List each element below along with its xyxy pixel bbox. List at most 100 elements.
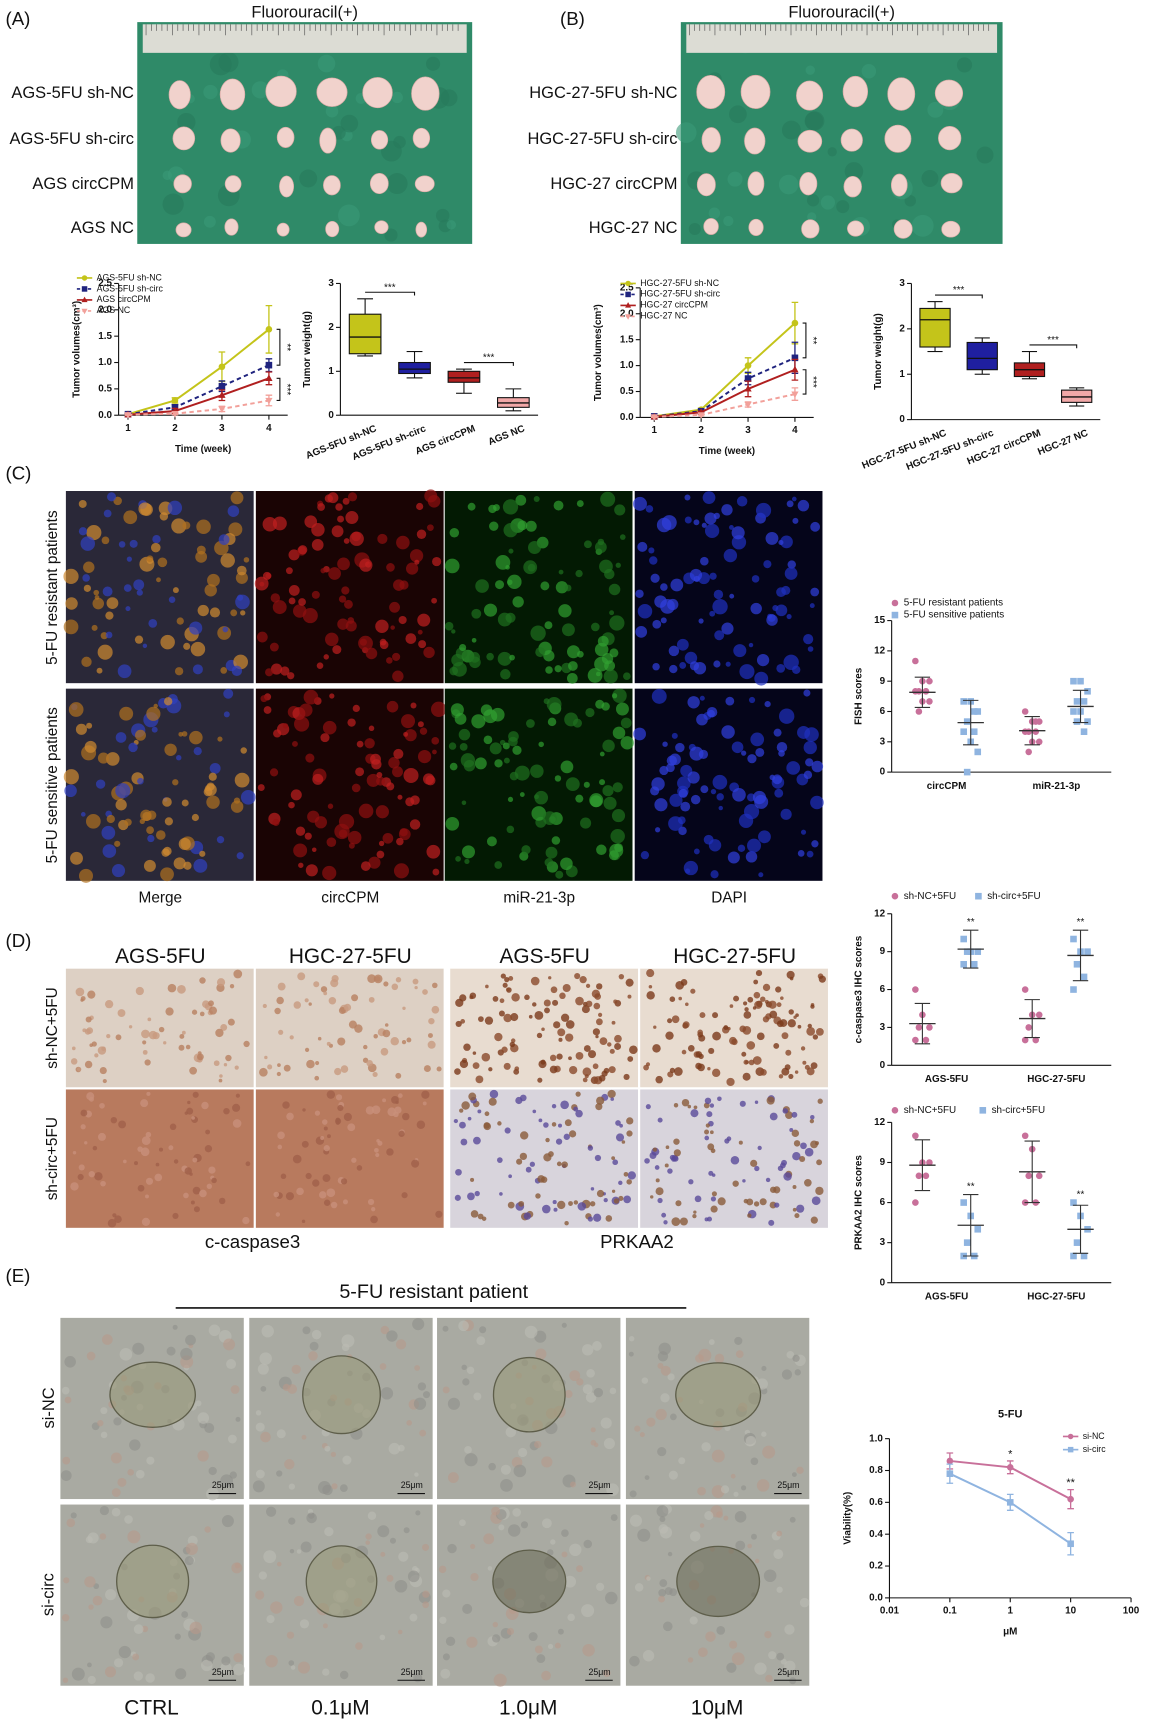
texture	[786, 970, 795, 979]
texture	[178, 1044, 185, 1051]
marker	[926, 1024, 933, 1031]
texture	[347, 1123, 356, 1132]
texture	[634, 1583, 644, 1592]
texture	[375, 619, 389, 634]
texture	[277, 1144, 283, 1150]
texture	[347, 718, 356, 727]
texture	[392, 670, 404, 682]
texture	[533, 496, 540, 503]
texture	[206, 1183, 213, 1190]
texture	[490, 707, 505, 722]
texture	[307, 810, 320, 823]
texture	[687, 696, 700, 709]
texture	[208, 1006, 218, 1015]
texture	[125, 606, 131, 612]
texture	[178, 837, 191, 851]
panel-label: (E)	[5, 1265, 30, 1286]
texture	[174, 1633, 181, 1640]
texture	[806, 194, 820, 207]
texture	[183, 642, 191, 650]
texture	[582, 1067, 592, 1077]
texture	[646, 991, 655, 1000]
texture	[921, 169, 939, 187]
marker	[960, 935, 967, 943]
texture	[649, 1152, 657, 1159]
texture	[347, 492, 358, 502]
texture	[614, 1043, 622, 1050]
texture	[708, 207, 721, 219]
texture	[179, 1033, 185, 1039]
marker	[81, 308, 88, 315]
texture	[185, 1044, 191, 1050]
texture	[113, 1417, 122, 1426]
texture	[351, 783, 361, 793]
texture	[102, 1334, 113, 1345]
texture	[426, 844, 441, 859]
tumor	[801, 219, 820, 239]
texture	[298, 598, 306, 606]
texture	[80, 998, 84, 1002]
y-tick-label: 9	[880, 946, 886, 957]
texture	[312, 1179, 320, 1187]
texture	[488, 1097, 497, 1106]
texture	[359, 638, 367, 646]
texture	[190, 1200, 195, 1205]
texture	[684, 651, 698, 665]
texture	[627, 1171, 636, 1180]
texture	[806, 1027, 816, 1036]
texture	[123, 510, 138, 525]
texture	[459, 1121, 466, 1129]
texture	[747, 793, 756, 802]
texture	[497, 651, 512, 666]
texture	[562, 983, 571, 992]
marker	[650, 414, 658, 421]
texture	[405, 633, 417, 644]
x-tick-label: AGS NC	[487, 423, 527, 448]
texture	[800, 1046, 806, 1051]
texture	[595, 1103, 603, 1111]
texture	[236, 565, 247, 576]
texture	[568, 1201, 573, 1206]
texture	[660, 583, 668, 591]
row-label: 5-FU resistant patients	[44, 510, 61, 665]
texture	[614, 1034, 622, 1043]
texture	[392, 766, 403, 778]
tumor	[325, 220, 340, 238]
texture	[760, 1069, 767, 1076]
texture	[634, 1425, 641, 1432]
marker	[124, 412, 132, 419]
texture	[154, 1173, 163, 1182]
texture	[192, 1091, 199, 1098]
texture	[731, 1652, 745, 1666]
texture	[151, 726, 158, 733]
texture	[532, 1109, 537, 1114]
texture	[193, 747, 202, 756]
texture	[684, 494, 691, 501]
texture	[607, 1089, 616, 1099]
column-label: miR-21-3p	[503, 889, 575, 906]
texture	[560, 1013, 570, 1022]
texture	[146, 555, 154, 562]
texture	[398, 1130, 405, 1137]
texture	[373, 1034, 378, 1039]
texture	[593, 1442, 599, 1448]
texture	[711, 1173, 716, 1177]
texture	[807, 1023, 812, 1029]
texture	[324, 1445, 331, 1452]
legend-label: 5-FU sensitive patients	[904, 610, 1005, 621]
texture	[235, 594, 250, 610]
marker	[171, 411, 179, 418]
texture	[564, 712, 579, 727]
texture	[330, 1451, 337, 1458]
texture	[741, 750, 747, 756]
texture	[714, 630, 725, 641]
texture	[233, 797, 241, 804]
marker	[218, 406, 226, 413]
texture	[95, 779, 106, 789]
texture	[597, 635, 609, 647]
texture	[612, 1159, 619, 1166]
marker	[1080, 728, 1088, 735]
texture	[734, 1511, 747, 1523]
texture	[709, 610, 716, 617]
texture	[668, 816, 683, 831]
